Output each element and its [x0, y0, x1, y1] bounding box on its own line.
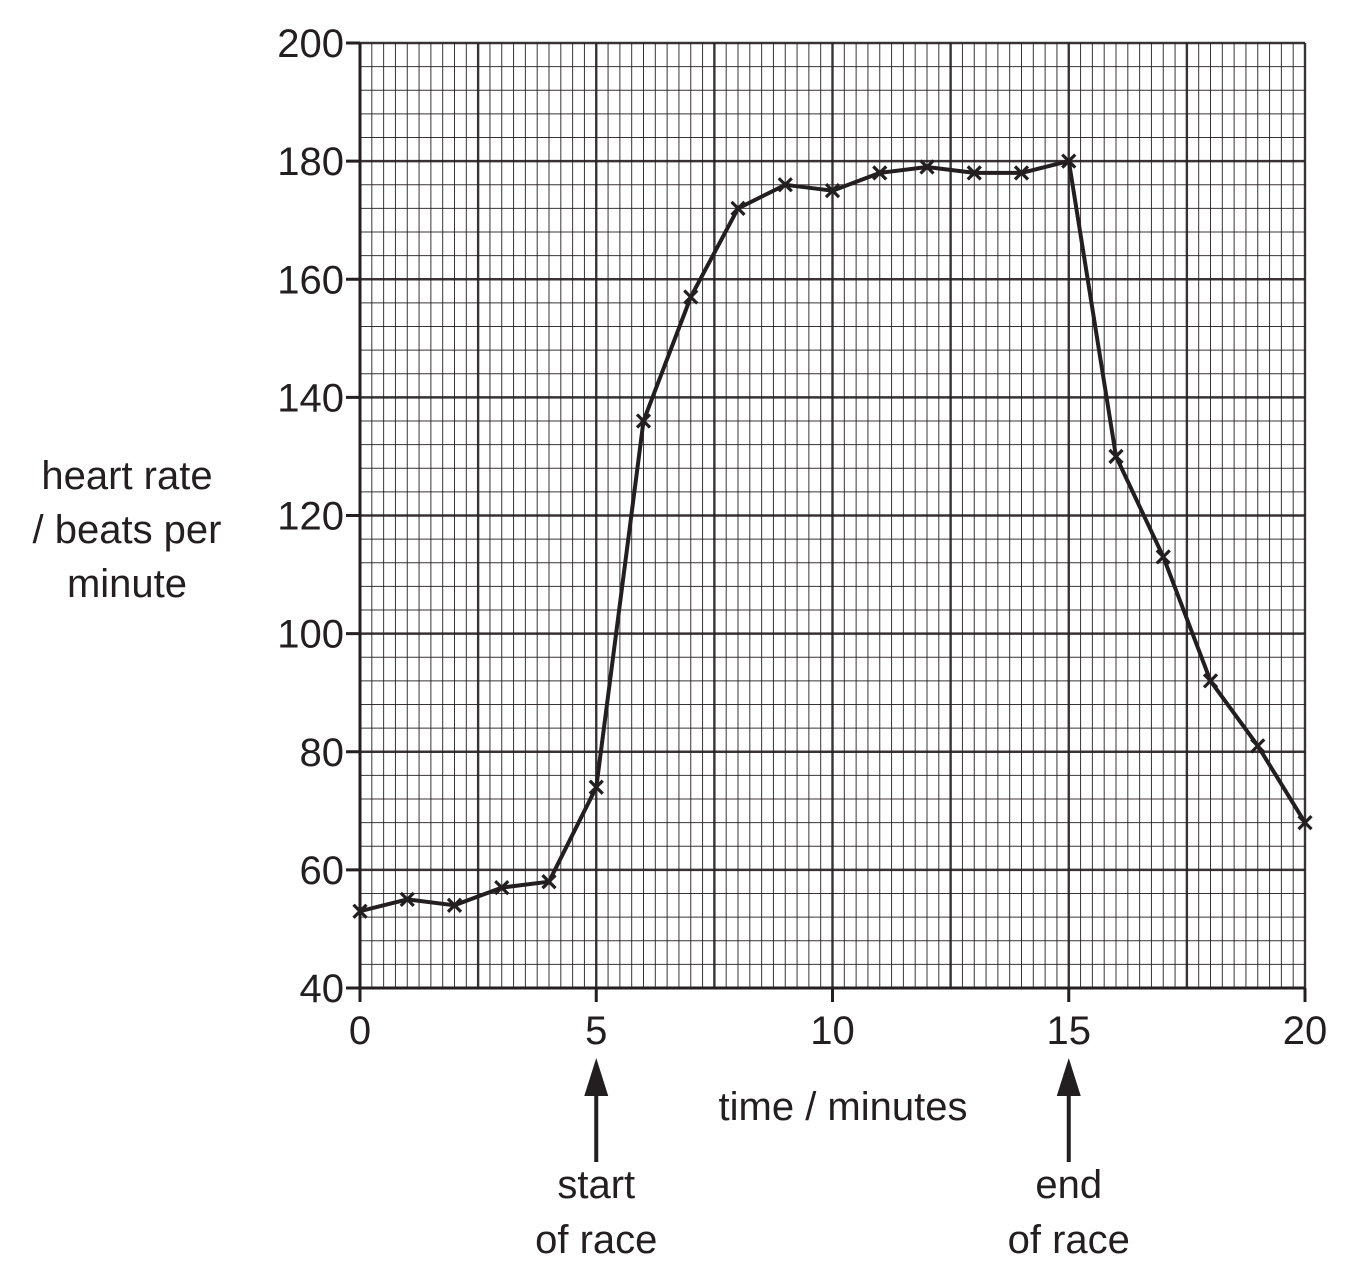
race-annotation: end of race [1008, 1058, 1130, 1262]
y-tick-label: 200 [277, 22, 344, 66]
data-point-marker [824, 183, 841, 199]
y-tick-label: 100 [277, 613, 344, 657]
annotation-label: of race [1008, 1218, 1130, 1262]
y-tick-label: 180 [277, 140, 344, 184]
data-point-marker [1202, 673, 1219, 689]
x-tick-label: 0 [349, 1009, 371, 1053]
annotation-arrow-head [584, 1058, 609, 1096]
y-tick-label: 60 [300, 849, 345, 893]
y-axis-title-line: / beats per [32, 508, 221, 552]
y-tick-label: 80 [300, 731, 345, 775]
data-point-marker [399, 891, 415, 908]
data-point-marker [352, 903, 368, 919]
x-tick-label: 10 [810, 1009, 855, 1053]
annotation-label: start [557, 1163, 635, 1207]
data-point-marker [446, 897, 463, 913]
annotation-label: end [1035, 1163, 1102, 1207]
y-tick-label: 120 [277, 495, 344, 539]
data-point-marker [635, 413, 652, 429]
data-point-marker [777, 177, 793, 193]
data-point-marker [872, 165, 888, 181]
y-axis-title-line: minute [67, 562, 187, 606]
x-tick-label: 5 [585, 1009, 607, 1053]
data-point-marker [683, 289, 699, 305]
y-tick-label: 160 [277, 258, 344, 302]
data-point-marker [588, 779, 604, 795]
axes [346, 41, 1307, 1002]
data-point-marker [1108, 448, 1124, 465]
tick-labels: 40 60 80 100 120 140 160 180 200 0 5 10 15 20 [277, 22, 1327, 1053]
annotation-arrow-head [1056, 1058, 1081, 1096]
data-point-marker [1250, 738, 1266, 754]
grid [358, 41, 1307, 990]
annotation-label: of race [535, 1218, 657, 1262]
y-tick-label: 40 [300, 967, 345, 1011]
data-point-marker [730, 200, 746, 217]
data-point-marker [1061, 153, 1077, 169]
x-tick-label: 15 [1047, 1009, 1092, 1053]
data-point-marker [1013, 165, 1030, 181]
data-series [352, 153, 1313, 919]
data-point-marker [919, 159, 935, 175]
data-point-marker [1297, 814, 1313, 831]
x-tick-label: 20 [1283, 1009, 1328, 1053]
y-axis-title-line: heart rate [41, 454, 212, 498]
axis-titles: time / minutes heart rate / beats per minut… [32, 454, 967, 1129]
annotations: start of race end of race [535, 1058, 1130, 1262]
data-point-marker [541, 874, 557, 890]
x-axis-title: time / minutes [719, 1085, 968, 1129]
race-annotation: start of race [535, 1058, 657, 1262]
y-tick-label: 140 [277, 376, 344, 420]
data-point-marker [966, 165, 982, 181]
data-point-marker [1155, 549, 1171, 565]
data-point-marker [494, 879, 510, 896]
